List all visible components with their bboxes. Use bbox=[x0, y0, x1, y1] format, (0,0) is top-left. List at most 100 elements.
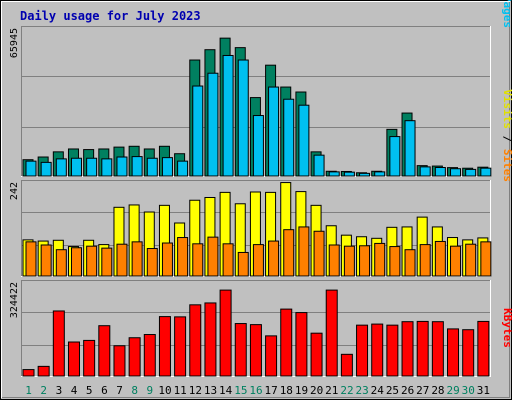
x-tick-label: 23 bbox=[356, 384, 369, 397]
panel-visits: 242 Visits / Sites bbox=[9, 89, 512, 277]
bar-kbytes-day-9 bbox=[143, 334, 156, 377]
bar-kbytes-day-22 bbox=[340, 353, 353, 377]
bar-pages-day-30 bbox=[465, 168, 477, 177]
bar-pages-day-6 bbox=[101, 158, 113, 177]
x-tick-label: 16 bbox=[249, 384, 262, 397]
bar-pages-day-12 bbox=[192, 85, 204, 177]
bar-sites-day-6 bbox=[101, 247, 113, 277]
bar-kbytes-day-12 bbox=[189, 304, 202, 377]
bar-pages-day-7 bbox=[116, 156, 128, 177]
bar-kbytes-day-27 bbox=[416, 320, 429, 377]
bar-kbytes-day-25 bbox=[386, 324, 399, 377]
bar-kbytes-day-17 bbox=[265, 335, 278, 377]
bar-sites-day-10 bbox=[161, 242, 173, 277]
x-tick-label: 11 bbox=[174, 384, 187, 397]
x-tick-label: 1 bbox=[25, 384, 32, 397]
bar-sites-day-30 bbox=[465, 243, 477, 277]
bar-sites-day-13 bbox=[207, 236, 219, 277]
bar-sites-day-7 bbox=[116, 243, 128, 277]
bar-kbytes-day-26 bbox=[401, 321, 414, 377]
bar-sites-day-2 bbox=[40, 244, 52, 277]
y-max-label: 324422 bbox=[9, 282, 20, 318]
bar-kbytes-day-21 bbox=[325, 289, 338, 377]
bar-kbytes-day-29 bbox=[447, 328, 460, 377]
bar-sites-day-29 bbox=[450, 245, 462, 277]
bar-sites-day-15 bbox=[237, 251, 249, 277]
bar-pages-day-20 bbox=[313, 154, 325, 177]
bar-sites-day-28 bbox=[434, 240, 446, 277]
bar-pages-day-27 bbox=[419, 166, 431, 177]
bar-sites-day-14 bbox=[222, 243, 234, 277]
x-tick-label: 30 bbox=[462, 384, 475, 397]
chart-title: Daily usage for July 2023 bbox=[20, 9, 201, 23]
bar-pages-day-10 bbox=[161, 157, 173, 177]
bar-sites-day-22 bbox=[343, 245, 355, 277]
bar-sites-day-25 bbox=[389, 246, 401, 277]
legend-entry: Visits bbox=[501, 89, 512, 129]
x-tick-label: 13 bbox=[204, 384, 217, 397]
bar-sites-day-27 bbox=[419, 244, 431, 277]
bar-kbytes-day-24 bbox=[371, 323, 384, 377]
bar-kbytes-day-20 bbox=[310, 332, 323, 377]
x-tick-label: 14 bbox=[219, 384, 233, 397]
x-tick-label: 19 bbox=[295, 384, 308, 397]
bar-sites-day-31 bbox=[480, 241, 492, 277]
series-kbytes bbox=[22, 289, 490, 377]
bar-pages-day-4 bbox=[70, 157, 82, 177]
bar-pages-day-23 bbox=[359, 172, 371, 177]
chart-panels: 65945 Hits / Files / Pages 242 Visits / Sit… bbox=[9, 0, 512, 377]
series-sites bbox=[25, 226, 492, 277]
bar-sites-day-1 bbox=[25, 241, 37, 277]
bar-pages-day-1 bbox=[25, 160, 37, 177]
panel-hits: 65945 Hits / Files / Pages bbox=[9, 0, 512, 177]
bar-pages-day-9 bbox=[146, 157, 158, 177]
x-tick-label: 12 bbox=[189, 384, 202, 397]
x-tick-label: 3 bbox=[56, 384, 63, 397]
panel-legend: Visits / Sites bbox=[501, 89, 512, 182]
bar-sites-day-16 bbox=[252, 244, 264, 277]
x-tick-label: 24 bbox=[371, 384, 385, 397]
bar-pages-day-22 bbox=[343, 171, 355, 177]
x-tick-label: 26 bbox=[401, 384, 414, 397]
bar-kbytes-day-19 bbox=[295, 312, 308, 377]
y-max-label: 242 bbox=[9, 182, 20, 200]
bar-pages-day-21 bbox=[328, 171, 340, 177]
bar-pages-day-17 bbox=[268, 86, 280, 177]
bar-sites-day-3 bbox=[55, 249, 67, 277]
legend-entry: / bbox=[501, 129, 512, 149]
bar-kbytes-day-1 bbox=[22, 369, 35, 377]
bar-sites-day-5 bbox=[86, 245, 98, 277]
x-tick-label: 2 bbox=[40, 384, 47, 397]
legend-entry: Sites bbox=[501, 149, 512, 182]
bar-pages-day-8 bbox=[131, 156, 143, 177]
x-tick-label: 7 bbox=[116, 384, 123, 397]
x-tick-label: 10 bbox=[158, 384, 171, 397]
bar-kbytes-day-3 bbox=[52, 310, 65, 377]
x-tick-label: 17 bbox=[265, 384, 278, 397]
x-tick-label: 29 bbox=[446, 384, 459, 397]
bar-pages-day-13 bbox=[207, 72, 219, 177]
bar-pages-day-2 bbox=[40, 161, 52, 177]
bar-sites-day-8 bbox=[131, 241, 143, 277]
bar-pages-day-5 bbox=[86, 157, 98, 177]
x-tick-label: 31 bbox=[477, 384, 490, 397]
x-tick-label: 9 bbox=[147, 384, 154, 397]
x-tick-label: 27 bbox=[416, 384, 429, 397]
bar-pages-day-18 bbox=[283, 98, 295, 177]
bar-pages-day-25 bbox=[389, 136, 401, 177]
legend-entry: Pages bbox=[501, 0, 512, 28]
bar-sites-day-20 bbox=[313, 230, 325, 277]
bar-sites-day-17 bbox=[268, 240, 280, 277]
bar-pages-day-11 bbox=[177, 160, 189, 177]
bar-kbytes-day-13 bbox=[204, 302, 217, 377]
bar-kbytes-day-5 bbox=[83, 339, 96, 377]
bar-sites-day-4 bbox=[70, 247, 82, 277]
bar-kbytes-day-28 bbox=[431, 321, 444, 377]
bar-pages-day-15 bbox=[237, 59, 249, 177]
bar-kbytes-day-31 bbox=[477, 320, 490, 377]
bar-sites-day-12 bbox=[192, 243, 204, 277]
x-tick-labels: 1 2 3 4 5 6 7 8 9 10 11 12 13 14 15 16 17 18 19 20 21 22 23 24 2… bbox=[25, 384, 490, 397]
legend-entry: KBytes bbox=[501, 308, 512, 348]
bar-pages-day-16 bbox=[252, 115, 264, 177]
